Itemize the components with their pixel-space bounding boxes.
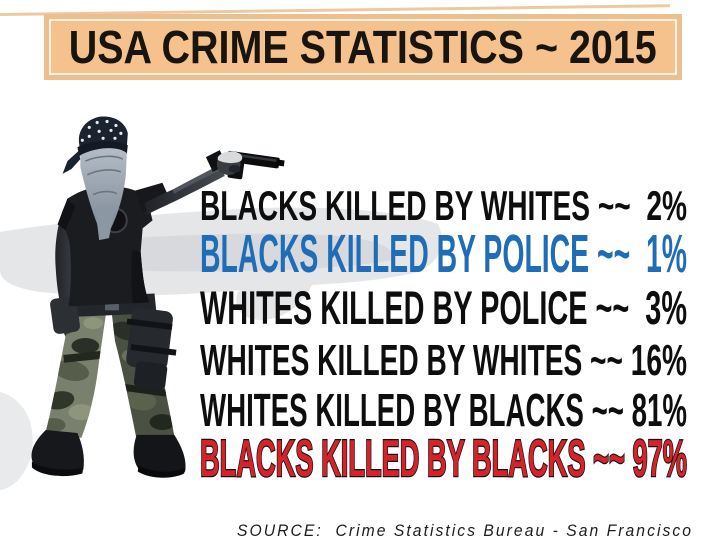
- thigh-holster: [126, 307, 177, 390]
- stat-line-whites-killed-by-whites: WHITES KILLED BY WHITES ~~ 16%: [200, 336, 687, 385]
- stat-line-blacks-killed-by-whites: BLACKS KILLED BY WHITES ~~ 2%: [200, 182, 687, 229]
- stat-line-whites-killed-by-police: WHITES KILLED BY POLICE ~~ 3%: [200, 281, 687, 334]
- stat-line-blacks-killed-by-blacks: BLACKS KILLED BY BLACKS ~~ 97%: [199, 430, 687, 488]
- page-title: USA CRIME STATISTICS ~ 2015: [69, 21, 657, 73]
- face-mask: [80, 148, 127, 241]
- fist: [216, 151, 243, 175]
- stat-line-whites-killed-by-blacks: WHITES KILLED BY BLACKS ~~ 81%: [200, 384, 687, 436]
- stat-line-blacks-killed-by-police: BLACKS KILLED BY POLICE ~~ 1%: [200, 224, 687, 284]
- stats-list: BLACKS KILLED BY WHITES ~~ 2% BLACKS KIL…: [199, 0, 687, 556]
- source-credit-wrap: SOURCE: Crime Statistics Bureau - San Fr…: [237, 521, 695, 541]
- title-banner: USA CRIME STATISTICS ~ 2015: [44, 14, 682, 80]
- title-banner-inner: USA CRIME STATISTICS ~ 2015: [49, 19, 677, 75]
- source-credit: SOURCE: Crime Statistics Bureau - San Fr…: [237, 521, 693, 540]
- boots: [31, 429, 186, 478]
- gunman-figure-image: [31, 116, 285, 478]
